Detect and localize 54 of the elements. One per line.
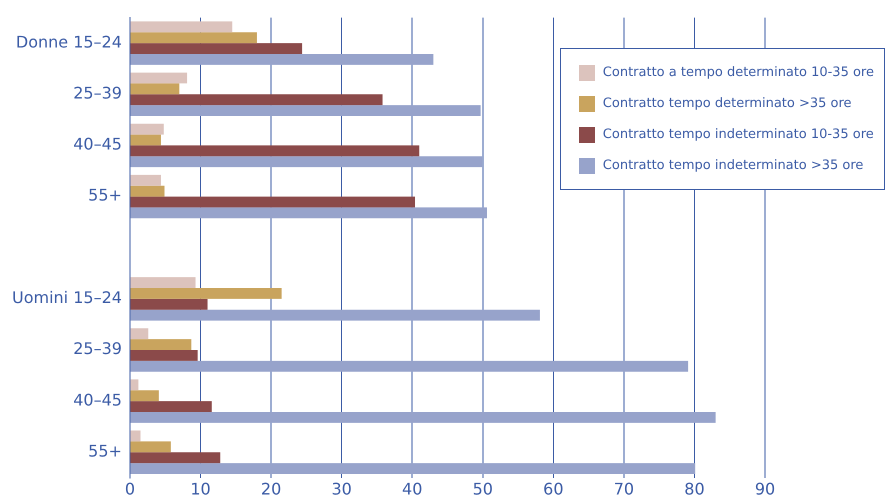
bar [130,21,232,32]
bar [130,43,302,54]
legend-label: Contratto tempo indeterminato 10-35 ore [602,127,874,142]
bar [130,186,164,197]
bar [130,339,192,350]
bar [130,463,696,474]
bar [130,430,141,442]
x-tick-label: 80 [684,480,705,499]
y-tick-label: 40–45 [73,390,122,410]
bar [130,105,481,116]
bar [130,83,180,94]
bar [130,134,161,146]
x-tick-label: 20 [260,480,282,499]
bar [130,124,164,135]
y-tick-label: 25–39 [73,83,122,102]
bar [130,288,282,299]
bar [130,145,420,156]
bar [130,350,198,361]
x-tick-label: 30 [331,480,352,499]
bar [130,328,148,340]
bar [130,298,208,310]
bar [130,94,383,106]
y-tick-label: Donne 15–24 [16,32,122,52]
legend-label: Contratto a tempo determinato 10-35 ore [602,65,874,80]
bar [130,441,171,452]
bar [130,174,161,186]
x-tick-label: 0 [124,480,136,499]
bar [130,54,434,65]
x-tick-label: 10 [190,480,211,499]
x-tick-label: 60 [543,480,564,499]
bar [130,360,688,372]
bar [130,156,482,168]
bar [130,310,540,321]
x-tick-label: 50 [472,480,493,499]
bar [130,379,138,390]
bar [130,412,716,423]
legend-label: Contratto tempo determinato >35 ore [602,96,852,111]
bar [130,277,196,288]
y-tick-label: 55+ [88,186,122,205]
bar [130,196,416,208]
x-tick-label: 40 [402,480,422,499]
x-tick-label: 70 [614,480,634,499]
bar [130,390,159,402]
bar [130,207,487,218]
bar [130,32,257,44]
legend-label: Contratto tempo indeterminato >35 ore [602,158,864,173]
y-tick-label: Uomini 15–24 [12,288,122,307]
x-tick-label: 90 [754,480,776,499]
bar [130,452,220,464]
y-tick-label: 55+ [88,441,122,460]
bar [130,401,212,412]
y-tick-label: 25–39 [73,339,122,358]
bar [130,72,188,84]
y-tick-label: 40–45 [73,134,122,154]
